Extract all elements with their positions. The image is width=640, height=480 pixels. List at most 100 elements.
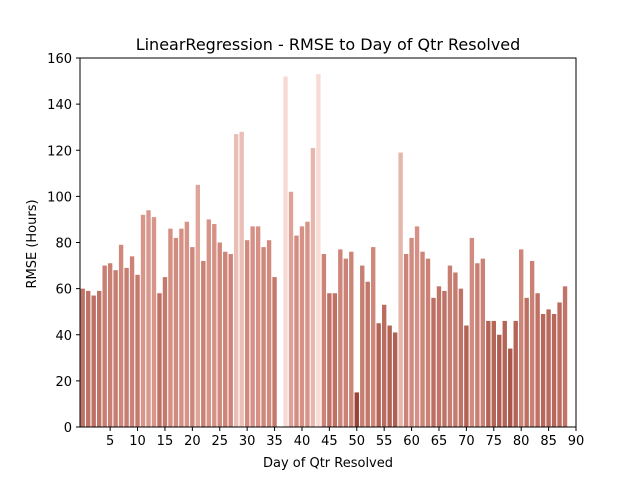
x-tick-label: 5 (106, 434, 114, 449)
bar-day-26 (223, 251, 228, 427)
x-tick-label: 65 (431, 434, 448, 449)
bar-day-7 (118, 244, 124, 427)
bar-day-66 (442, 290, 447, 427)
bar-day-12 (146, 210, 151, 427)
bar-day-83 (535, 293, 540, 427)
bar-day-61 (414, 226, 420, 427)
x-tick-label: 55 (376, 434, 393, 449)
x-axis-ticks: 5 10 15 20 25 30 35 40 45 50 55 60 65 70 75 80 85 90 (106, 427, 584, 449)
y-tick-label: 140 (47, 98, 72, 113)
y-tick-label: 160 (47, 52, 72, 67)
bar-day-47 (338, 249, 343, 427)
bar-day-53 (371, 247, 376, 427)
x-tick-label: 20 (184, 434, 201, 449)
bar-day-49 (349, 251, 354, 427)
bar-day-34 (266, 240, 272, 427)
bar-day-75 (491, 320, 496, 427)
x-tick-label: 50 (349, 434, 366, 449)
bar-day-87 (557, 302, 562, 427)
bar-day-9 (129, 256, 135, 427)
y-tick-label: 60 (55, 283, 72, 298)
bar-day-44 (321, 254, 327, 427)
bar-day-31 (250, 226, 255, 427)
x-tick-label: 35 (266, 434, 283, 449)
bar-day-69 (458, 288, 464, 428)
x-tick-label: 40 (294, 434, 311, 449)
bar-day-68 (453, 272, 458, 427)
y-tick-label: 120 (47, 144, 72, 159)
x-tick-label: 75 (486, 434, 503, 449)
bar-day-32 (255, 226, 261, 427)
bar-day-6 (113, 270, 118, 427)
bar-day-74 (486, 320, 491, 427)
bar-day-52 (365, 281, 370, 427)
bar-day-4 (102, 265, 107, 427)
bar-day-80 (519, 249, 524, 427)
bar-day-20 (190, 247, 195, 427)
bar-day-63 (425, 258, 431, 427)
y-tick-label: 80 (55, 237, 72, 252)
bar-day-55 (381, 304, 387, 427)
bar-day-10 (135, 274, 140, 427)
bar-day-40 (299, 226, 305, 427)
x-tick-label: 15 (157, 434, 174, 449)
bar-day-88 (562, 286, 568, 427)
bar-day-81 (524, 297, 529, 427)
bar-day-17 (173, 237, 179, 427)
bar-day-65 (436, 286, 442, 427)
bar-day-48 (343, 258, 348, 427)
x-tick-label: 70 (458, 434, 475, 449)
bar-day-5 (107, 263, 113, 427)
bar-day-13 (151, 217, 157, 427)
bar-day-60 (409, 237, 414, 427)
bar-day-3 (96, 290, 102, 427)
y-tick-label: 0 (64, 421, 72, 436)
bar-day-38 (288, 191, 294, 427)
bar-day-50 (354, 392, 359, 427)
bar-day-64 (431, 297, 436, 427)
bar-day-27 (228, 254, 233, 427)
y-tick-label: 40 (55, 329, 72, 344)
bar-day-54 (376, 323, 381, 427)
bar-day-1 (86, 290, 91, 427)
bar-day-37 (283, 76, 288, 427)
bar-day-30 (244, 240, 250, 427)
x-tick-label: 10 (129, 434, 146, 449)
bar-day-24 (212, 224, 217, 427)
y-axis-ticks: 0 20 40 60 80 100 120 140 160 (47, 52, 80, 436)
bar-day-0 (80, 288, 85, 428)
y-tick-label: 100 (47, 190, 72, 205)
bar-day-35 (272, 277, 277, 427)
bars-group (80, 74, 568, 428)
plot-frame (79, 57, 577, 428)
y-tick-label: 20 (55, 375, 72, 390)
bar-day-41 (305, 221, 310, 427)
bar-day-42 (310, 147, 316, 427)
bar-day-72 (475, 263, 480, 427)
bar-day-86 (551, 313, 557, 427)
bar-day-8 (124, 267, 129, 427)
bar-day-56 (387, 325, 392, 427)
bar-day-2 (91, 295, 96, 427)
bar-day-67 (447, 265, 453, 427)
bar-day-25 (217, 242, 222, 427)
bar-day-59 (403, 254, 409, 427)
bar-day-28 (234, 134, 239, 428)
bar-day-79 (513, 320, 518, 427)
bar-day-39 (294, 235, 299, 427)
bar-day-45 (327, 293, 332, 427)
bar-day-58 (398, 152, 403, 427)
x-tick-label: 90 (568, 434, 585, 449)
bar-day-23 (206, 219, 211, 427)
bar-day-57 (392, 332, 398, 427)
bar-day-14 (157, 293, 162, 427)
bar-day-77 (502, 320, 507, 427)
x-tick-label: 30 (239, 434, 256, 449)
x-tick-label: 25 (211, 434, 228, 449)
bar-day-51 (360, 265, 365, 427)
bar-day-62 (420, 251, 425, 427)
bar-day-78 (508, 348, 513, 427)
bar-day-43 (316, 74, 321, 427)
bar-day-19 (184, 221, 190, 427)
x-tick-label: 45 (321, 434, 338, 449)
